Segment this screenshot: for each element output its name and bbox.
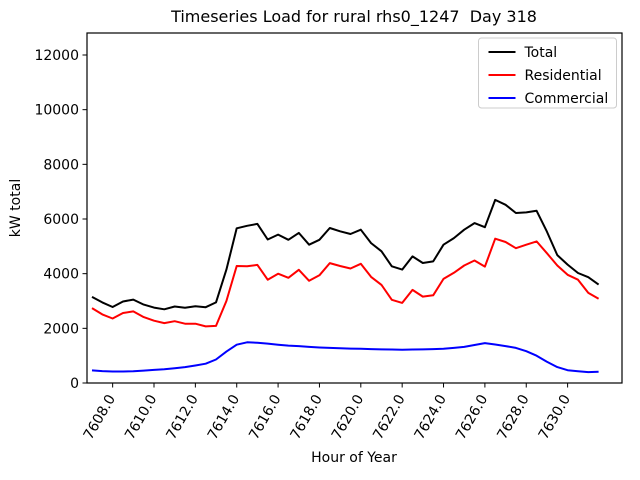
y-tick-label: 12000 bbox=[34, 48, 79, 64]
x-tick-label: 7626.0 bbox=[453, 392, 491, 442]
x-tick-label: 7614.0 bbox=[205, 392, 243, 442]
total-line bbox=[91, 198, 600, 311]
x-tick-label: 7618.0 bbox=[288, 392, 326, 442]
legend-label-total: Total bbox=[524, 45, 558, 61]
x-tick-label: 7620.0 bbox=[329, 392, 367, 442]
x-tick-label: 7630.0 bbox=[536, 392, 574, 442]
x-tick-label: 7612.0 bbox=[163, 392, 201, 442]
x-axis-label: Hour of Year bbox=[311, 450, 397, 466]
legend-label-commercial: Commercial bbox=[525, 91, 609, 107]
y-tick-label: 2000 bbox=[43, 321, 79, 337]
axes-frame bbox=[86, 32, 623, 384]
commercial-line bbox=[91, 341, 599, 374]
x-tick-label: 7616.0 bbox=[246, 392, 284, 442]
y-tick-label: 6000 bbox=[43, 212, 79, 228]
legend-box bbox=[478, 37, 617, 109]
y-tick-label: 4000 bbox=[43, 267, 79, 283]
y-axis-label: kW total bbox=[8, 179, 24, 237]
x-tick-label: 7622.0 bbox=[370, 392, 408, 442]
x-tick-label: 7608.0 bbox=[81, 392, 119, 442]
y-tick-label: 8000 bbox=[43, 157, 79, 173]
y-tick-label: 10000 bbox=[34, 103, 79, 119]
legend: Total Residential Commercial bbox=[478, 37, 617, 109]
x-tick-label: 7624.0 bbox=[412, 392, 450, 442]
x-tick-label: 7628.0 bbox=[494, 392, 532, 442]
legend-label-residential: Residential bbox=[525, 68, 602, 84]
residential-line bbox=[91, 237, 600, 328]
y-tick-label: 0 bbox=[70, 376, 79, 392]
x-tick-label: 7610.0 bbox=[122, 392, 160, 442]
chart-title: Timeseries Load for rural rhs0_1247 Day … bbox=[170, 7, 537, 27]
